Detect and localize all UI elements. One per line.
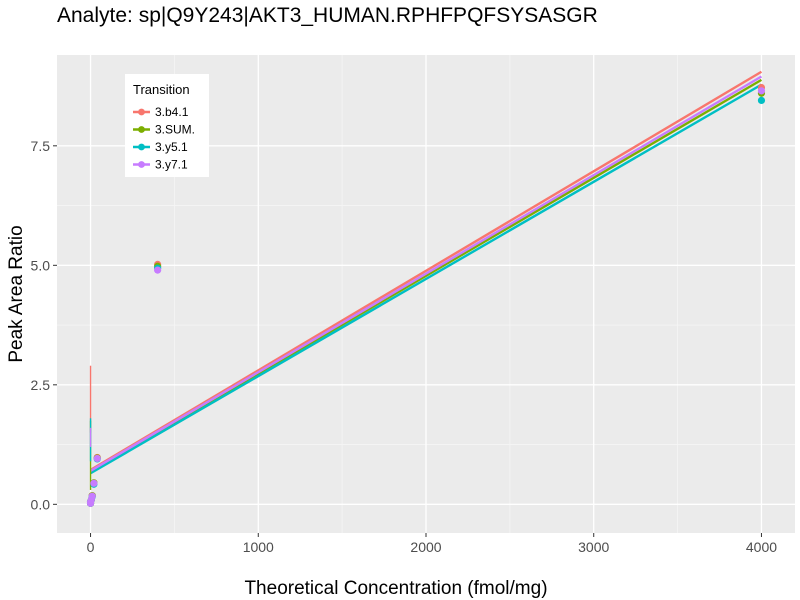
y-tick-label: 0.0 xyxy=(31,496,51,512)
legend-label: 3.y5.1 xyxy=(155,140,188,154)
x-tick-label: 4000 xyxy=(746,539,777,555)
data-points xyxy=(86,83,766,507)
fit-lines xyxy=(89,70,763,475)
legend-label: 3.b4.1 xyxy=(155,105,189,119)
legend-items: 3.b4.1 3.SUM. 3.y5.1 3.y7.1 xyxy=(133,105,195,172)
legend-key-point xyxy=(138,161,145,168)
chart-title: Analyte: sp|Q9Y243|AKT3_HUMAN.RPHFPQFSYS… xyxy=(57,4,598,27)
legend-box xyxy=(125,74,209,177)
y-tick-label: 7.5 xyxy=(31,138,51,154)
x-tick-label: 2000 xyxy=(410,539,441,555)
x-tick-label: 0 xyxy=(87,539,95,555)
y-tick-label: 2.5 xyxy=(31,377,51,393)
y-tick-label: 5.0 xyxy=(31,257,51,273)
legend-label: 3.SUM. xyxy=(155,123,195,137)
data-point xyxy=(93,454,101,463)
fit-line xyxy=(89,75,763,472)
legend: Transition 3.b4.1 3.SUM. 3.y5.1 3.y7.1 xyxy=(125,74,209,177)
axis-ticks: 0 1000 2000 3000 4000 0.0 2.5 5.0 7.5 xyxy=(31,138,778,555)
legend-label: 3.y7.1 xyxy=(155,158,188,172)
fit-line xyxy=(89,83,763,475)
data-point xyxy=(757,96,766,105)
data-point xyxy=(90,479,98,487)
x-tick-label: 1000 xyxy=(243,539,274,555)
data-point xyxy=(88,492,96,500)
data-point xyxy=(154,266,162,274)
x-tick-label: 3000 xyxy=(578,539,609,555)
x-axis-title: Theoretical Concentration (fmol/mg) xyxy=(244,578,547,599)
legend-key-point xyxy=(138,108,145,116)
legend-key-point xyxy=(138,143,145,151)
data-point xyxy=(757,87,766,95)
y-axis-title: Peak Area Ratio xyxy=(6,225,27,362)
fit-line xyxy=(89,70,763,471)
legend-title: Transition xyxy=(133,82,190,97)
legend-key-point xyxy=(138,126,145,133)
